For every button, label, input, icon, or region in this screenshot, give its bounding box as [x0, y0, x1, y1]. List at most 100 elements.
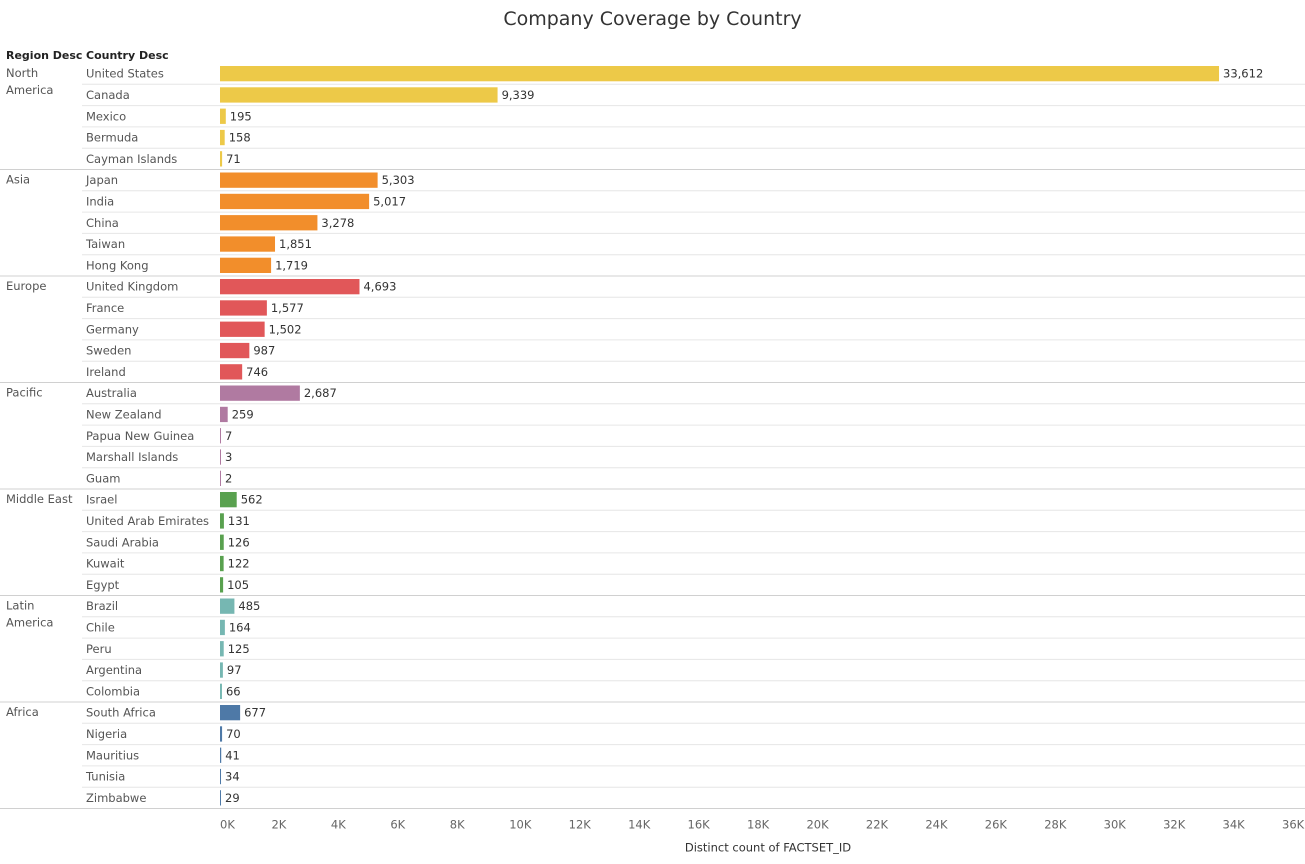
country-label: Guam — [86, 471, 120, 485]
x-tick-label: 8K — [450, 818, 465, 832]
bar — [220, 108, 226, 124]
value-label: 122 — [228, 557, 250, 571]
x-tick-label: 14K — [628, 818, 651, 832]
bar — [220, 236, 276, 252]
value-label: 29 — [225, 791, 240, 805]
country-label: China — [86, 216, 119, 230]
country-label: Hong Kong — [86, 258, 149, 272]
country-label: Peru — [86, 642, 112, 656]
country-label: Chile — [86, 620, 115, 634]
x-tick-label: 2K — [271, 818, 286, 832]
value-label: 125 — [228, 642, 250, 656]
bar — [220, 726, 223, 742]
bar — [220, 534, 224, 550]
country-label: Nigeria — [86, 727, 127, 741]
country-label: Sweden — [86, 344, 131, 358]
value-label: 987 — [253, 344, 275, 358]
x-tick-label: 10K — [509, 818, 532, 832]
country-label: Australia — [86, 386, 137, 400]
country-label: Japan — [85, 173, 118, 187]
value-label: 259 — [232, 407, 254, 421]
value-label: 9,339 — [502, 88, 535, 102]
value-label: 34 — [225, 770, 240, 784]
bar — [220, 87, 498, 103]
bar — [220, 492, 237, 508]
x-tick-label: 18K — [747, 818, 770, 832]
x-tick-label: 4K — [331, 818, 346, 832]
x-tick-label: 28K — [1044, 818, 1067, 832]
value-label: 41 — [225, 748, 240, 762]
value-label: 1,851 — [279, 237, 312, 251]
x-tick-label: 36K — [1282, 818, 1305, 832]
region-column-header: Region Desc — [6, 49, 82, 62]
bar — [220, 321, 265, 337]
country-label: Bermuda — [86, 131, 138, 145]
bar — [220, 577, 224, 593]
region-label: Asia — [6, 173, 30, 187]
value-label: 1,502 — [269, 322, 302, 336]
country-column-header: Country Desc — [86, 49, 169, 62]
value-label: 7 — [225, 429, 232, 443]
value-label: 5,303 — [382, 173, 415, 187]
bar — [220, 66, 1220, 82]
bar — [220, 172, 378, 188]
region-label: Middle East — [6, 492, 73, 506]
bar — [220, 193, 370, 210]
bar — [220, 555, 224, 572]
country-label: Canada — [86, 88, 130, 102]
value-label: 4,693 — [363, 280, 396, 294]
region-label: Pacific — [6, 386, 43, 400]
value-label: 97 — [227, 663, 242, 677]
bar — [220, 300, 267, 316]
bar — [220, 406, 228, 423]
bar — [220, 768, 222, 785]
value-label: 485 — [238, 599, 260, 613]
bar — [220, 215, 318, 231]
value-label: 131 — [228, 514, 250, 528]
bar — [220, 385, 300, 401]
country-label: Taiwan — [85, 237, 125, 251]
country-label: Mexico — [86, 109, 126, 123]
bar — [220, 470, 221, 486]
country-label: Tunisia — [85, 770, 125, 784]
value-label: 562 — [241, 493, 263, 507]
bar — [220, 641, 224, 657]
value-label: 1,719 — [275, 258, 308, 272]
value-label: 66 — [226, 684, 241, 698]
x-tick-label: 6K — [390, 818, 405, 832]
country-label: South Africa — [86, 706, 156, 720]
region-label: Latin America — [6, 599, 53, 630]
value-label: 158 — [229, 131, 251, 145]
bar — [220, 683, 222, 699]
country-label: United Kingdom — [86, 280, 178, 294]
region-label: North America — [6, 66, 53, 97]
country-label: Colombia — [86, 684, 140, 698]
x-tick-label: 22K — [866, 818, 889, 832]
value-label: 70 — [226, 727, 241, 741]
bar — [220, 662, 223, 678]
x-tick-label: 0K — [220, 818, 235, 832]
value-label: 677 — [244, 706, 266, 720]
country-label: Argentina — [86, 663, 142, 677]
value-label: 71 — [226, 152, 241, 166]
country-label: Egypt — [86, 578, 120, 592]
value-label: 2,687 — [304, 386, 337, 400]
x-tick-label: 32K — [1163, 818, 1186, 832]
country-label: France — [86, 301, 124, 315]
x-tick-label: 34K — [1223, 818, 1246, 832]
country-label: Zimbabwe — [86, 791, 146, 805]
country-label: Germany — [86, 322, 139, 336]
country-label: United Arab Emirates — [86, 514, 209, 528]
bar — [220, 747, 222, 763]
country-label: Marshall Islands — [86, 450, 178, 464]
country-label: Cayman Islands — [86, 152, 177, 166]
x-tick-label: 12K — [569, 818, 592, 832]
value-label: 1,577 — [271, 301, 304, 315]
value-label: 2 — [225, 471, 232, 485]
bar — [220, 279, 360, 295]
bar — [220, 428, 221, 444]
bar — [220, 513, 224, 529]
bar — [220, 364, 243, 380]
x-axis-title: Distinct count of FACTSET_ID — [685, 841, 851, 855]
value-label: 3 — [225, 450, 232, 464]
